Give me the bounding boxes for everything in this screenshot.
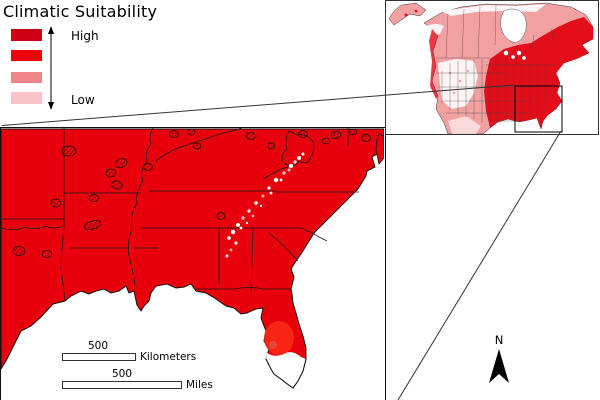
main-map (0, 127, 386, 400)
connector-line-bottom (397, 130, 562, 400)
legend-title: Climatic Suitability (3, 2, 158, 21)
central-florida-high-patch (264, 321, 294, 355)
legend-swatch-highest (11, 29, 42, 41)
delmarva-peninsula (375, 133, 384, 165)
main-map-drawing (1, 128, 384, 389)
inset-map-drawing (388, 2, 594, 134)
miles-scale-value: 500 (112, 368, 133, 380)
miles-scale-unit: Miles (186, 379, 213, 391)
inset-map (385, 0, 599, 135)
appalachian-speckles (225, 152, 305, 258)
alaska (388, 2, 427, 26)
legend-swatch-high (11, 49, 42, 61)
north-arrow-icon (489, 349, 509, 383)
km-scale-value: 500 (88, 340, 109, 352)
legend-gradient-arrow-icon (48, 26, 54, 110)
legend-swatch-medium (11, 71, 42, 83)
north-label: N (494, 333, 504, 347)
north-arrow: N (483, 333, 515, 389)
km-scale-unit: Kilometers (140, 351, 197, 363)
legend-swatch-low (11, 92, 42, 104)
hatched-patches (12, 128, 371, 258)
great-lakes (503, 50, 527, 61)
south-florida-unsuitable (266, 352, 306, 388)
miles-scale-bar (62, 381, 182, 389)
hudson-bay (500, 8, 527, 44)
km-scale-bar (62, 353, 136, 361)
landmass (1, 128, 384, 389)
state-boundaries (1, 128, 359, 302)
legend: Climatic Suitability High Low (0, 0, 230, 120)
legend-high-label: High (71, 29, 99, 43)
legend-low-label: Low (71, 93, 95, 107)
